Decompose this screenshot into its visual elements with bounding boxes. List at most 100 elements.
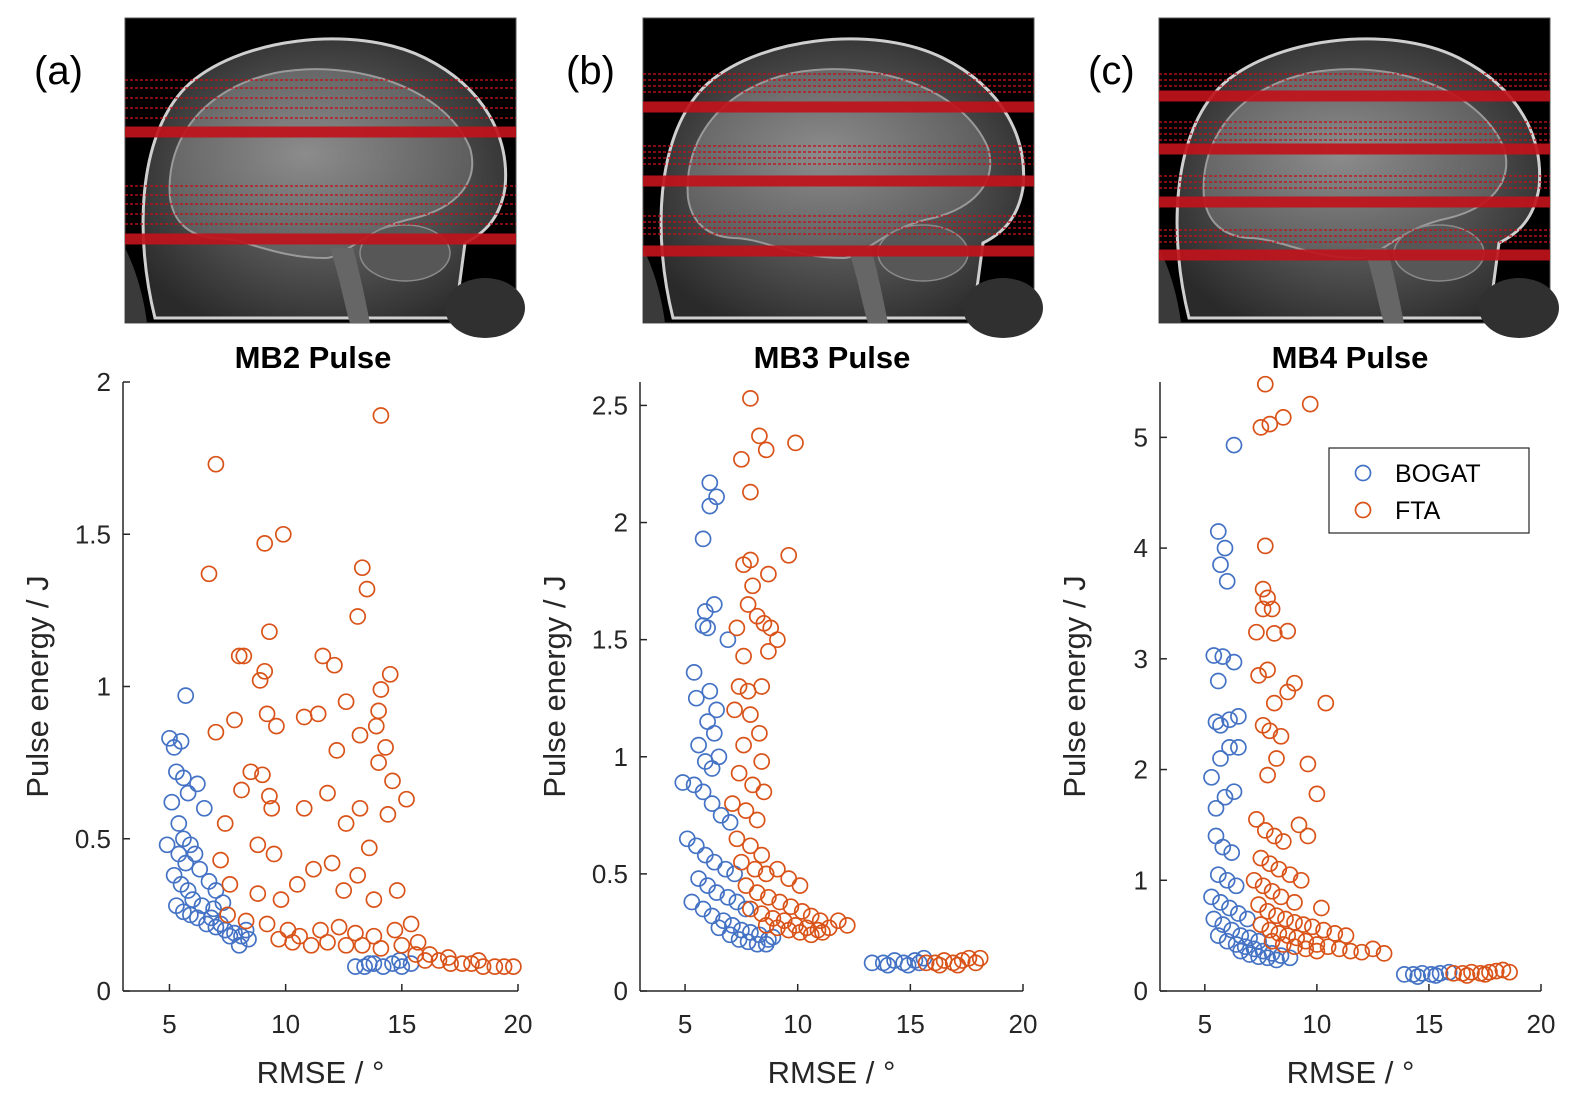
data-point-bogat (175, 769, 192, 787)
data-point-bogat (202, 909, 220, 927)
data-point-fta (744, 577, 761, 595)
data-point-fta (1308, 936, 1326, 953)
data-point-bogat (1395, 966, 1413, 983)
data-point-fta (1254, 580, 1272, 598)
data-point-fta (226, 711, 243, 729)
data-point-fta (254, 766, 271, 784)
data-point-bogat (1212, 750, 1229, 767)
data-point-bogat (863, 954, 881, 972)
data-point-fta (470, 952, 487, 969)
y-tick-label: 3 (1134, 644, 1148, 674)
data-point-fta (791, 924, 809, 941)
x-tick-label: 15 (387, 1009, 416, 1039)
data-point-bogat (701, 682, 719, 700)
data-point-fta (1259, 589, 1276, 607)
data-point-fta (757, 865, 775, 883)
data-point-bogat (1205, 910, 1223, 928)
data-point-bogat (719, 631, 737, 649)
data-point-fta (219, 906, 236, 924)
data-point-bogat (1236, 938, 1254, 956)
panel-label-c: (c) (1088, 49, 1135, 93)
data-point-fta (739, 682, 757, 700)
data-point-fta (1274, 936, 1292, 953)
data-points (674, 390, 989, 974)
data-point-fta (753, 753, 771, 770)
data-point-fta (230, 647, 248, 665)
data-point-fta (237, 912, 255, 930)
data-point-fta (1265, 625, 1283, 642)
data-point-bogat (365, 955, 383, 972)
data-point-fta (384, 772, 401, 790)
data-point-fta (256, 535, 274, 552)
data-point-fta (728, 619, 746, 637)
data-point-fta (1263, 932, 1281, 950)
legend-box (1328, 447, 1530, 534)
data-point-bogat (214, 894, 232, 912)
x-tick-label: 15 (1414, 1009, 1443, 1039)
data-point-bogat (207, 918, 225, 936)
data-point-bogat (699, 619, 716, 637)
data-point-bogat (748, 935, 766, 953)
data-point-fta (353, 559, 371, 577)
data-point-fta (733, 853, 750, 871)
data-point-fta (1268, 907, 1285, 925)
data-point-bogat (683, 893, 701, 911)
data-point-fta (1308, 942, 1326, 960)
data-point-bogat (1268, 951, 1285, 969)
data-point-fta (256, 662, 274, 680)
data-point-fta (1301, 395, 1319, 413)
data-point-bogat (172, 732, 190, 750)
data-point-bogat (1209, 866, 1227, 884)
data-point-fta (358, 580, 376, 598)
data-point-fta (377, 739, 394, 756)
data-point-fta (757, 441, 775, 459)
data-point-bogat (699, 713, 716, 730)
data-point-fta (728, 830, 746, 848)
data-point-bogat (1221, 899, 1238, 917)
data-point-fta (1263, 600, 1281, 618)
legend: BOGAT FTA (1328, 447, 1530, 534)
data-point-fta (1256, 822, 1274, 839)
data-point-fta (1286, 894, 1303, 911)
data-point-fta (1501, 963, 1518, 981)
y-axis-label: Pulse energy / J (1057, 575, 1092, 797)
data-point-bogat (1227, 877, 1245, 895)
panel-label-a: (a) (34, 49, 83, 93)
data-point-fta (1295, 916, 1312, 933)
x-tick-label: 10 (271, 1009, 300, 1039)
data-point-fta (235, 647, 253, 665)
data-point-fta (1265, 694, 1283, 712)
data-point-fta (755, 783, 773, 801)
neck-shape (1479, 278, 1559, 338)
slice-band (643, 175, 1034, 187)
data-point-fta (1263, 882, 1281, 900)
data-point-fta (1256, 375, 1274, 393)
data-point-bogat (1216, 788, 1234, 806)
data-point-fta (349, 866, 367, 884)
data-point-fta (1252, 849, 1270, 867)
data-point-fta (274, 525, 292, 543)
data-point-bogat (724, 917, 741, 934)
data-point-bogat (719, 888, 737, 906)
data-point-fta (751, 724, 768, 742)
data-point-fta (242, 763, 260, 781)
data-point-fta (742, 390, 759, 407)
data-point-fta (737, 802, 755, 819)
data-point-fta (1364, 940, 1382, 958)
data-point-fta (1265, 827, 1283, 845)
data-point-fta (760, 643, 777, 660)
y-tick-label: 0 (97, 976, 111, 1006)
mri-image-mb2 (124, 17, 525, 338)
data-point-fta (386, 921, 404, 939)
data-point-fta (1308, 785, 1326, 803)
data-point-fta (365, 927, 383, 945)
data-point-bogat (1216, 539, 1234, 557)
data-point-bogat (739, 933, 757, 951)
data-point-fta (335, 882, 353, 899)
data-point-fta (319, 784, 336, 802)
data-point-fta (1342, 942, 1359, 960)
data-point-fta (802, 907, 820, 925)
data-point-fta (735, 736, 752, 754)
data-point-fta (416, 952, 434, 969)
data-point-fta (1476, 966, 1494, 983)
